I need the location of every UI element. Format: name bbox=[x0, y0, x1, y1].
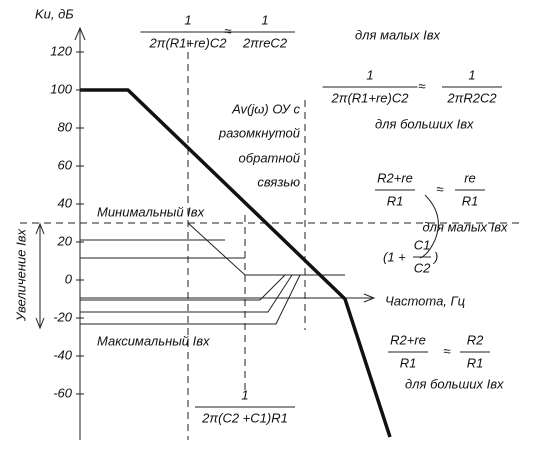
y-tick-label: 20 bbox=[57, 233, 73, 248]
y-tick-label: -40 bbox=[53, 347, 73, 362]
numerator: C1 bbox=[414, 237, 431, 252]
open-loop-text: связью bbox=[257, 174, 300, 189]
y-axis-label: Ku, дБ bbox=[35, 6, 74, 21]
y-tick-label: 80 bbox=[58, 119, 73, 134]
denominator: 2π(R1+re)C2 bbox=[331, 90, 410, 105]
gain-close: ) bbox=[432, 249, 438, 264]
numerator: R2+re bbox=[377, 170, 413, 185]
approx: ≈ bbox=[443, 343, 450, 358]
formula-note: для больших Iвх bbox=[375, 116, 474, 131]
denominator: R1 bbox=[400, 355, 417, 370]
y-tick-label: 0 bbox=[65, 271, 73, 286]
y-tick-label: 100 bbox=[50, 81, 72, 96]
formula-note: для больших Iвх bbox=[405, 376, 504, 391]
x-axis-arrow bbox=[363, 293, 376, 303]
denominator: C2 bbox=[414, 260, 431, 275]
approx: ≈ bbox=[436, 181, 443, 196]
side-arrow-head bbox=[35, 317, 45, 330]
open-loop-curve bbox=[80, 88, 392, 438]
y-tick-label: 40 bbox=[58, 195, 73, 210]
denominator: 2π(C2 +C1)R1 bbox=[201, 410, 288, 425]
side-label: Увеличение Iвх bbox=[13, 229, 28, 322]
response-line bbox=[80, 274, 286, 301]
denominator: 2π(R1+re)C2 bbox=[149, 35, 228, 50]
open-loop-text: разомкнутой bbox=[218, 125, 300, 140]
min-label: Минимальный Iвх bbox=[97, 204, 205, 219]
x-axis-label: Частота, Гц bbox=[385, 293, 465, 308]
response-line bbox=[187, 222, 345, 276]
denominator: 2πR2C2 bbox=[446, 90, 497, 105]
numerator: 1 bbox=[241, 387, 248, 402]
max-label: Максимальный Iвх bbox=[97, 333, 210, 348]
formula-note: для малых Iвх bbox=[355, 27, 440, 42]
numerator: R2 bbox=[467, 332, 484, 347]
y-axis-arrow bbox=[74, 26, 86, 41]
denominator: R1 bbox=[467, 355, 484, 370]
y-tick-label: 60 bbox=[58, 157, 73, 172]
response-line bbox=[80, 274, 301, 325]
numerator: 1 bbox=[184, 12, 191, 27]
y-tick-label: -20 bbox=[53, 309, 73, 324]
open-loop-text: обратной bbox=[239, 150, 300, 165]
open-loop-text: Av(jω) ОУ с bbox=[231, 101, 300, 116]
numerator: re bbox=[464, 170, 476, 185]
formula-note: для малых Iвх bbox=[423, 219, 508, 234]
approx: ≈ bbox=[224, 23, 231, 38]
y-tick-label: 120 bbox=[50, 43, 72, 58]
y-tick-label: -60 bbox=[53, 385, 73, 400]
numerator: 1 bbox=[366, 67, 373, 82]
side-arrow-head bbox=[35, 222, 45, 235]
numerator: 1 bbox=[468, 67, 475, 82]
denominator: 2πreC2 bbox=[242, 35, 288, 50]
numerator: R2+re bbox=[390, 332, 426, 347]
numerator: 1 bbox=[261, 12, 268, 27]
approx: ≈ bbox=[418, 78, 425, 93]
denominator: R1 bbox=[387, 193, 404, 208]
denominator: R1 bbox=[462, 193, 479, 208]
curl bbox=[419, 194, 439, 259]
gain-open: (1 + bbox=[383, 249, 406, 264]
response-line bbox=[80, 274, 293, 313]
